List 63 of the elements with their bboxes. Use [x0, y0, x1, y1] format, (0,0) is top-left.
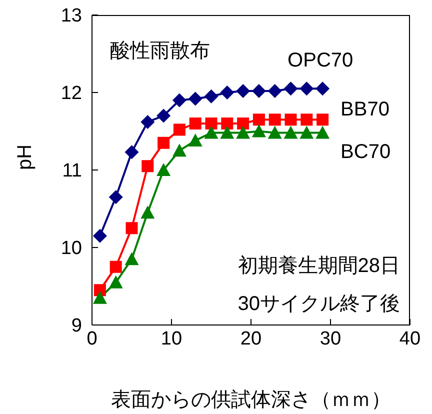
- point: [236, 126, 250, 139]
- point: [156, 163, 171, 176]
- point: [172, 144, 186, 157]
- point: [300, 114, 313, 126]
- point: [126, 222, 138, 234]
- point: [220, 126, 234, 139]
- point: [284, 114, 297, 126]
- x-tick-label: 40: [399, 328, 421, 350]
- point: [268, 126, 282, 139]
- point: [221, 118, 234, 130]
- point: [236, 84, 250, 98]
- point: [204, 126, 218, 139]
- point: [124, 145, 139, 160]
- point: [220, 86, 234, 100]
- point: [156, 108, 171, 123]
- point: [124, 252, 139, 266]
- series-label: OPC70: [288, 50, 354, 72]
- point: [142, 160, 154, 172]
- point: [316, 126, 330, 139]
- point: [316, 114, 329, 126]
- point: [140, 114, 155, 129]
- y-tick-label: 13: [60, 6, 82, 27]
- point: [188, 92, 202, 106]
- series-label: BC70: [340, 140, 391, 163]
- point: [92, 290, 107, 304]
- point: [252, 84, 266, 98]
- point: [140, 206, 155, 219]
- point: [300, 126, 314, 139]
- x-tick-label: 20: [240, 328, 262, 350]
- point: [268, 84, 282, 98]
- point: [172, 93, 186, 108]
- point: [108, 190, 123, 204]
- point: [284, 126, 298, 139]
- annotation: 初期養生期間28日: [238, 255, 400, 277]
- point: [268, 114, 281, 126]
- series-label: BB70: [340, 98, 390, 121]
- point: [110, 260, 122, 273]
- point: [108, 275, 123, 288]
- point: [205, 118, 218, 130]
- y-tick-label: 11: [62, 160, 82, 182]
- point: [284, 82, 298, 96]
- y-axis-title: pH: [14, 144, 36, 170]
- y-tick-label: 9: [71, 316, 82, 337]
- x-tick-label: 30: [320, 328, 342, 350]
- x-tick-label: 0: [86, 328, 98, 350]
- point: [252, 124, 266, 138]
- point: [94, 284, 106, 296]
- annotation: 30サイクル終了後: [238, 293, 400, 315]
- point: [252, 114, 265, 126]
- y-tick-label: 10: [60, 238, 82, 260]
- point: [237, 118, 250, 130]
- y-tick-label: 12: [60, 83, 82, 104]
- point: [300, 82, 314, 96]
- point: [316, 82, 330, 96]
- point: [158, 136, 170, 149]
- x-tick-label: 10: [160, 328, 182, 350]
- point: [189, 118, 202, 130]
- point: [188, 134, 202, 147]
- x-axis-title: 表面からの供試体深さ（ｍｍ）: [111, 389, 391, 411]
- point: [204, 89, 218, 104]
- annotation: 酸性雨散布: [110, 40, 210, 62]
- point: [92, 228, 107, 243]
- point: [173, 124, 186, 136]
